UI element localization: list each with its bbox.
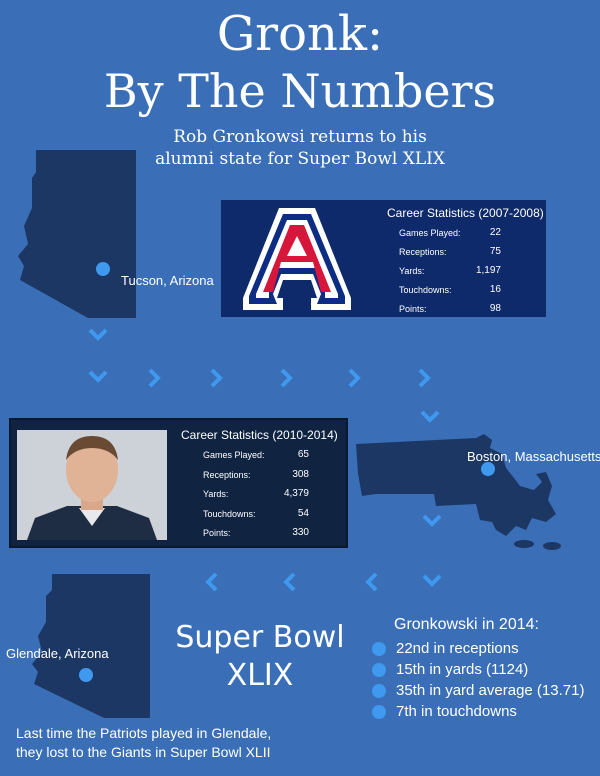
footnote: Last time the Patriots played in Glendal… [16, 724, 271, 762]
patriots-stats-panel: Career Statistics (2010-2014) Games Play… [9, 418, 348, 548]
arrow-right-icon [418, 368, 431, 388]
bullet-dot [372, 704, 386, 719]
list-item-text: 22nd in receptions [396, 640, 519, 657]
stat-value: 54 [297, 507, 309, 519]
tucson-label: Tucson, Arizona [121, 273, 214, 288]
footnote-line-2: they lost to the Giants in Super Bowl XL… [16, 744, 271, 760]
subtitle: Rob Gronkowsi returns to his alumni stat… [0, 126, 600, 170]
list-item: 15th in yards (1124) [372, 659, 584, 680]
season-2014-list: 22nd in receptions 15th in yards (1124) 35… [372, 638, 584, 722]
stat-value: 22 [489, 227, 501, 238]
stat-value: 65 [297, 449, 309, 460]
arrow-down-icon [422, 514, 442, 527]
stat-label: Games Played: [203, 450, 265, 460]
bullet-dot [372, 641, 386, 656]
stat-value: 98 [489, 303, 501, 314]
stat-label: Touchdowns: [399, 285, 452, 295]
stat-value: 330 [292, 527, 309, 538]
subtitle-line-1: Rob Gronkowsi returns to his [173, 127, 427, 147]
season-2014-heading: Gronkowski in 2014: [394, 616, 539, 633]
player-photo [17, 430, 167, 540]
title-line-2: By The Numbers [103, 64, 497, 118]
list-item: 7th in touchdowns [372, 701, 584, 722]
boston-label: Boston, Massachusetts [467, 449, 600, 464]
arrow-down-icon [422, 574, 442, 587]
stat-label: Games Played: [399, 228, 461, 238]
arrow-left-icon [365, 572, 378, 592]
list-item-text: 7th in touchdowns [396, 703, 517, 720]
footnote-line-1: Last time the Patriots played in Glendal… [16, 725, 272, 741]
arrow-right-icon [348, 368, 361, 388]
list-item: 35th in yard average (13.71) [372, 680, 584, 701]
subtitle-line-2: alumni state for Super Bowl XLIX [155, 149, 445, 169]
boston-location-dot [481, 462, 495, 476]
stat-value: 75 [489, 246, 501, 257]
arrow-right-icon [148, 368, 161, 388]
bullet-dot [372, 683, 386, 698]
massachusetts-state-map [356, 434, 561, 550]
list-item: 22nd in receptions [372, 638, 584, 659]
stat-value: 4,379 [283, 488, 309, 499]
glendale-label: Glendale, Arizona [6, 646, 109, 661]
stat-label: Receptions: [203, 469, 251, 480]
arrow-down-icon [88, 328, 108, 341]
tucson-location-dot [96, 262, 110, 276]
list-item-text: 15th in yards (1124) [396, 661, 529, 678]
arrow-right-icon [280, 368, 293, 388]
list-item-text: 35th in yard average (13.71) [396, 682, 585, 699]
bullet-dot [372, 662, 386, 677]
super-bowl-number: XLIX [226, 658, 294, 693]
arizona-state-map [32, 574, 150, 718]
arizona-wildcats-logo [243, 208, 351, 310]
arizona-stats-panel: Career Statistics (2007-2008) Games Play… [221, 200, 546, 317]
arrow-right-icon [210, 368, 223, 388]
super-bowl-title: Super Bowl [175, 620, 345, 655]
stat-label: Yards: [399, 266, 425, 276]
arrow-left-icon [205, 572, 218, 592]
stat-value: 16 [489, 284, 501, 295]
stat-value: 308 [292, 468, 309, 480]
title-line-1: Gronk: [216, 6, 384, 62]
stat-label: Touchdowns: [203, 508, 256, 519]
arizona-state-map [18, 150, 136, 318]
arrow-down-icon [88, 370, 108, 383]
patriots-stats-title: Career Statistics (2010-2014) [181, 428, 338, 442]
stat-label: Receptions: [399, 247, 447, 257]
stat-value: 1,197 [475, 265, 501, 276]
arrow-down-icon [420, 410, 440, 423]
stat-label: Points: [203, 528, 231, 538]
arizona-stats-title: Career Statistics (2007-2008) [387, 206, 544, 220]
glendale-location-dot [79, 668, 93, 682]
stat-label: Points: [399, 304, 427, 314]
stat-label: Yards: [203, 489, 229, 499]
arrow-left-icon [283, 572, 296, 592]
